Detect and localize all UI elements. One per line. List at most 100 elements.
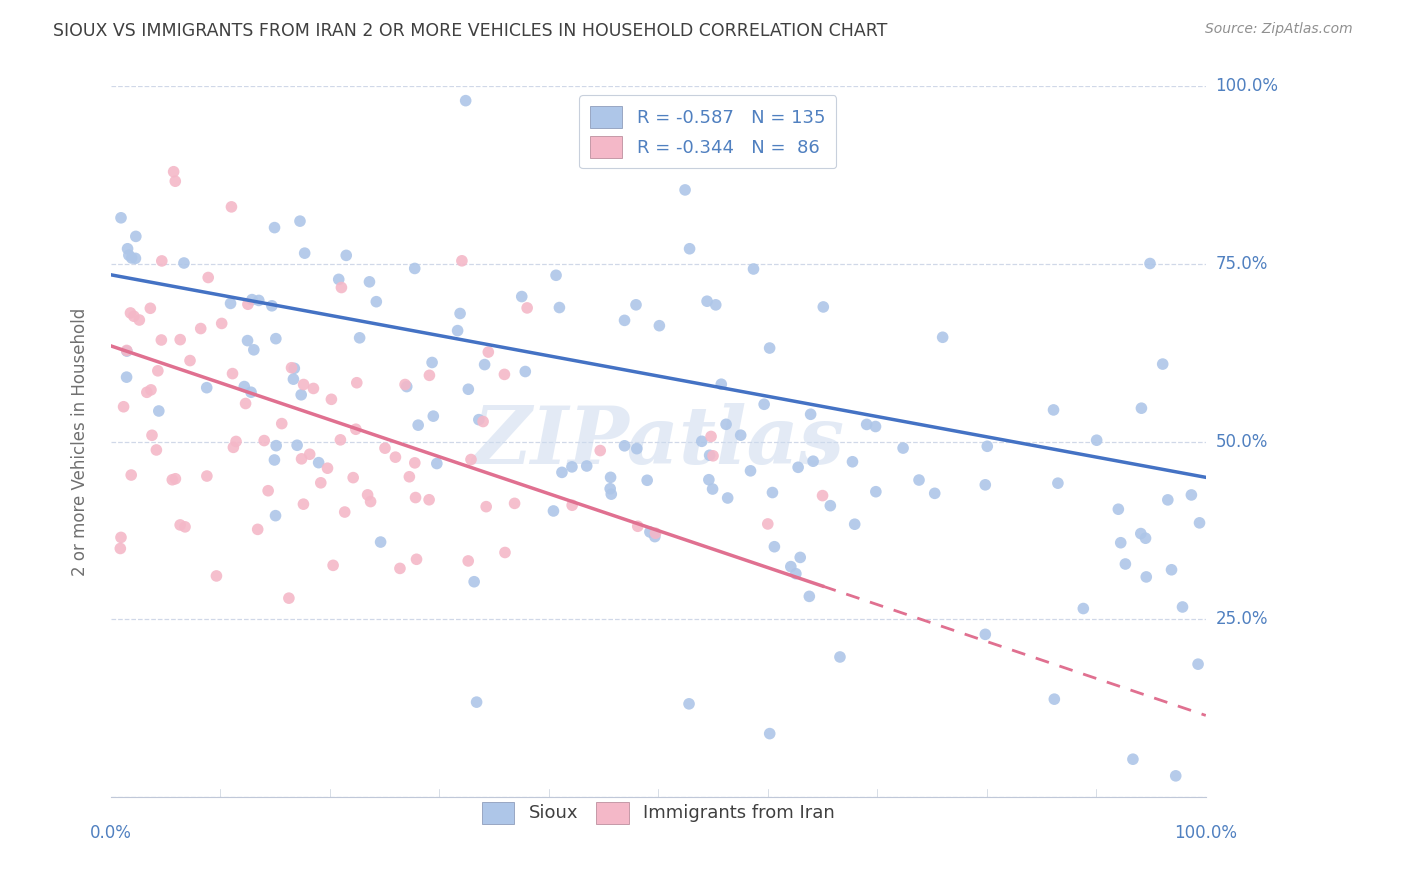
Point <box>280 360 302 375</box>
Point <box>797 104 820 119</box>
Point <box>702 449 724 463</box>
Point <box>422 409 444 424</box>
Point <box>626 442 648 456</box>
Point <box>270 417 292 431</box>
Point <box>316 461 339 475</box>
Point <box>1122 752 1144 766</box>
Point <box>117 242 139 256</box>
Point <box>246 522 269 536</box>
Point <box>1164 769 1187 783</box>
Point <box>704 298 727 312</box>
Point <box>235 396 257 410</box>
Point <box>135 385 157 400</box>
Point <box>811 489 834 503</box>
Point <box>697 473 720 487</box>
Point <box>820 499 842 513</box>
Point <box>454 94 477 108</box>
Point <box>162 165 184 179</box>
Point <box>110 530 132 544</box>
Point <box>165 174 187 188</box>
Point <box>828 650 851 665</box>
Point <box>211 317 233 331</box>
Point <box>468 412 491 426</box>
Point <box>344 422 367 436</box>
Point <box>197 270 219 285</box>
Point <box>589 443 612 458</box>
Point <box>124 252 146 266</box>
Point <box>404 456 426 470</box>
Point <box>330 280 353 294</box>
Point <box>561 498 583 512</box>
Point <box>844 517 866 532</box>
Point <box>1171 599 1194 614</box>
Point <box>139 301 162 316</box>
Point <box>240 385 263 400</box>
Point <box>115 344 138 359</box>
Point <box>740 464 762 478</box>
Point <box>636 473 658 487</box>
Point <box>395 379 418 393</box>
Point <box>110 211 132 225</box>
Point <box>457 382 479 396</box>
Point <box>551 466 574 480</box>
Point <box>673 183 696 197</box>
Point <box>494 368 516 382</box>
Point <box>115 343 138 358</box>
Point <box>165 472 187 486</box>
Point <box>418 368 440 383</box>
Point <box>702 482 724 496</box>
Point <box>240 293 263 307</box>
Point <box>1187 657 1209 672</box>
Point <box>613 313 636 327</box>
Point <box>475 500 498 514</box>
Point <box>388 561 411 575</box>
Point <box>865 419 887 434</box>
Point <box>644 526 666 541</box>
Point <box>384 450 406 465</box>
Point <box>121 251 143 265</box>
Point <box>599 482 621 496</box>
Point <box>976 439 998 453</box>
Point <box>360 494 382 508</box>
Point <box>700 429 723 443</box>
Point <box>418 492 440 507</box>
Point <box>328 272 350 286</box>
Point <box>128 313 150 327</box>
Point <box>243 343 266 357</box>
Point <box>221 367 243 381</box>
Point <box>398 469 420 483</box>
Legend: Sioux, Immigrants from Iran: Sioux, Immigrants from Iran <box>474 794 842 830</box>
Point <box>613 439 636 453</box>
Point <box>515 365 537 379</box>
Point <box>758 341 780 355</box>
Point <box>717 491 740 505</box>
Point <box>648 318 671 333</box>
Point <box>813 300 835 314</box>
Point <box>908 473 931 487</box>
Point <box>294 246 316 260</box>
Point <box>1042 403 1064 417</box>
Point <box>404 261 426 276</box>
Point <box>277 591 299 606</box>
Point <box>120 468 142 483</box>
Point <box>173 256 195 270</box>
Point <box>141 428 163 442</box>
Text: 50.0%: 50.0% <box>1216 433 1268 450</box>
Point <box>1071 601 1094 615</box>
Point <box>1043 692 1066 706</box>
Point <box>678 242 700 256</box>
Point <box>1152 357 1174 371</box>
Text: 75.0%: 75.0% <box>1216 255 1268 273</box>
Point <box>974 627 997 641</box>
Point <box>321 392 343 407</box>
Point <box>855 417 877 432</box>
Point <box>263 220 285 235</box>
Point <box>346 376 368 390</box>
Point <box>924 486 946 500</box>
Point <box>322 558 344 573</box>
Point <box>292 497 315 511</box>
Point <box>696 294 718 309</box>
Point <box>225 434 247 449</box>
Point <box>290 451 312 466</box>
Point <box>931 330 953 344</box>
